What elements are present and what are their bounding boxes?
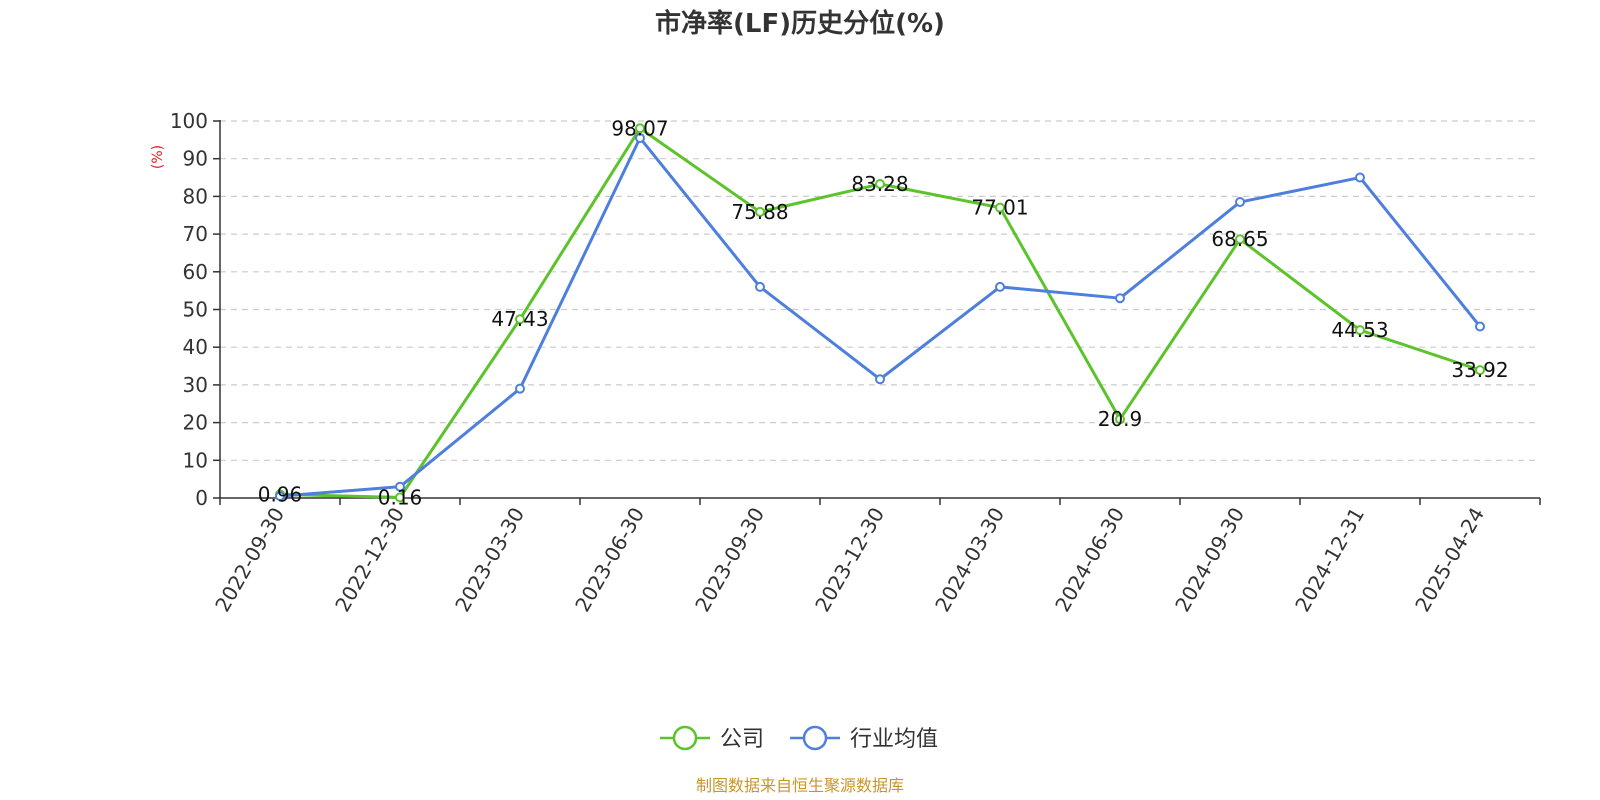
x-tick-label: 2023-12-30 [810,503,889,616]
chart-title: 市净率(LF)历史分位(%) [655,8,945,39]
x-tick-label: 2025-04-24 [1410,503,1489,616]
data-point [755,281,765,292]
data-label: 33.92 [1451,358,1508,382]
x-tick-label: 2023-03-30 [450,503,529,616]
data-label: 0.16 [378,485,423,509]
grid-lines [220,120,1540,461]
data-point [1235,234,1245,245]
data-point [875,179,885,190]
data-point [515,314,525,325]
data-point [755,206,765,217]
series-lines [275,123,1485,503]
x-tick-label: 2024-03-30 [930,503,1009,616]
data-labels: 0.96 0.16 47.43 98.07 75.88 83.28 77.01 20.9 68.… [258,116,1509,509]
data-point [635,123,645,134]
x-tick-label: 2023-06-30 [570,503,649,616]
series-0 [275,123,1485,503]
data-point [1115,293,1125,304]
x-tick-label: 2022-09-30 [210,503,289,616]
x-tick-label: 2024-12-31 [1290,503,1369,616]
data-label: 75.88 [731,200,788,224]
source-note: 制图数据来自恒生聚源数据库 [696,776,904,795]
data-point [1115,414,1125,425]
data-point [275,491,285,502]
y-tick-label: 20 [183,411,208,435]
legend: 公司 行业均值 [660,725,938,752]
data-point [1475,321,1485,332]
data-label: 47.43 [491,307,548,331]
y-tick-label: 100 [170,109,208,133]
data-label: 98.07 [611,116,668,140]
data-point [995,202,1005,213]
data-point [1355,172,1365,183]
y-tick-label: 50 [183,298,208,322]
y-tick-label: 90 [183,147,208,171]
data-point [995,281,1005,292]
data-label: 0.96 [258,482,303,506]
data-point [515,383,525,394]
data-point [1235,197,1245,208]
y-tick-label: 60 [183,260,208,284]
x-tick-label: 2022-12-30 [330,503,409,616]
data-label: 44.53 [1331,318,1388,342]
data-label: 77.01 [971,196,1028,220]
legend-label: 公司 [720,727,764,752]
y-tick-label: 70 [183,222,208,246]
data-point [1355,325,1365,336]
data-point [875,374,885,385]
series-1 [275,132,1485,502]
data-label: 20.9 [1098,407,1143,431]
y-tick-label: 30 [183,373,208,397]
data-point [395,492,405,503]
data-point [1475,365,1485,376]
legend-item: 公司 [660,725,764,752]
y-tick-label: 10 [183,448,208,472]
legend-marker [672,725,698,751]
y-tick-label: 40 [183,335,208,359]
y-tick-label: 0 [195,486,208,510]
x-tick-label: 2023-09-30 [690,503,769,616]
y-axis-unit-label: (%) [150,145,166,169]
data-point [395,481,405,492]
x-tick-label: 2024-09-30 [1170,503,1249,616]
data-point [635,132,645,143]
legend-label: 行业均值 [850,727,938,752]
data-label: 83.28 [851,172,908,196]
y-tick-label: 80 [183,184,208,208]
x-tick-label: 2024-06-30 [1050,503,1129,616]
legend-item: 行业均值 [790,725,938,752]
data-label: 68.65 [1211,227,1268,251]
legend-marker [802,725,828,751]
